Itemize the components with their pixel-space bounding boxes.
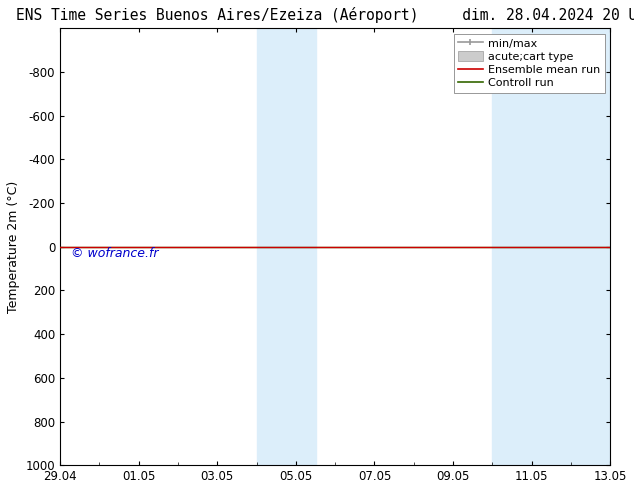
Bar (493, 28, 611, 465)
Y-axis label: Temperature 2m (°C): Temperature 2m (°C) (7, 181, 20, 313)
Title: ENS Time Series Buenos Aires/Ezeiza (Aéroport)     dim. 28.04.2024 20 UTC: ENS Time Series Buenos Aires/Ezeiza (Aér… (16, 7, 634, 23)
Text: © wofrance.fr: © wofrance.fr (71, 247, 158, 260)
Bar (257, 28, 316, 465)
Legend: min/max, acute;cart type, Ensemble mean run, Controll run: min/max, acute;cart type, Ensemble mean … (454, 34, 605, 93)
